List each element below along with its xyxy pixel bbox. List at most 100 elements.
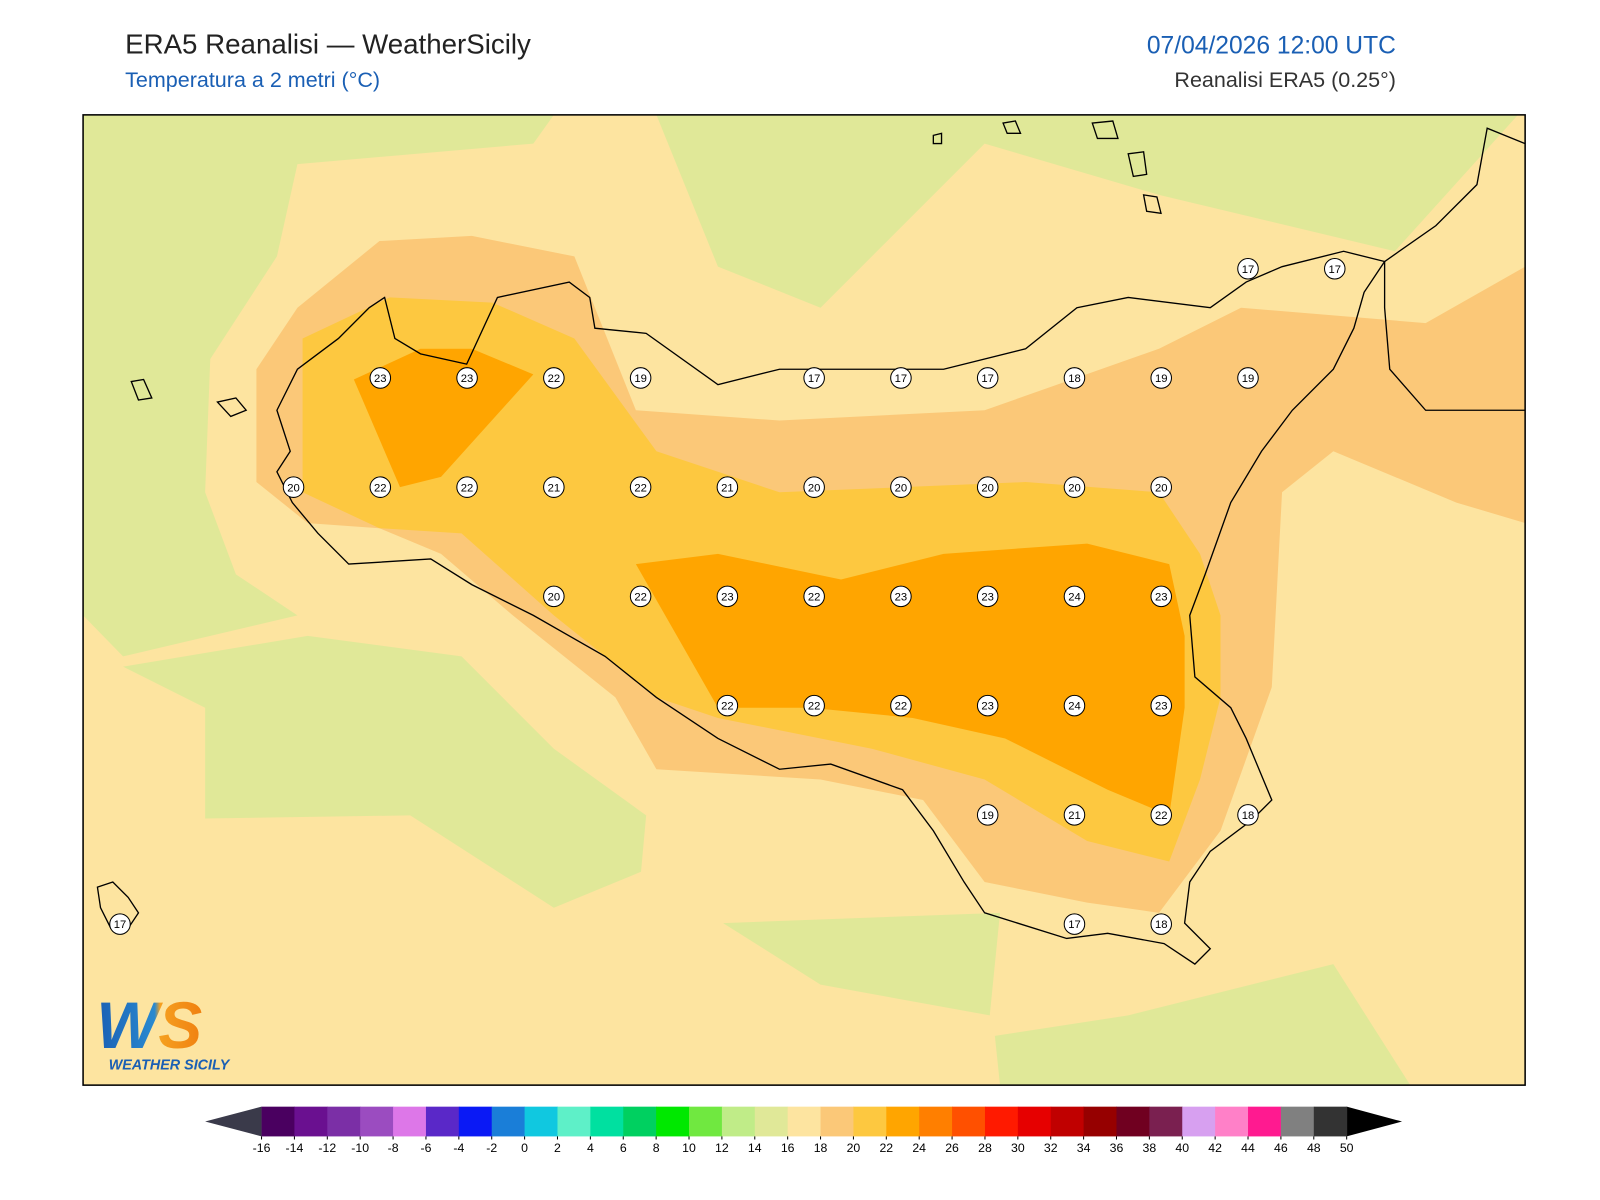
station-value: 20 xyxy=(1155,482,1168,494)
station-marker xyxy=(803,476,825,498)
colorbar-label: 10 xyxy=(682,1141,696,1155)
colorbar-cell xyxy=(1083,1106,1118,1137)
sicily-coast xyxy=(276,250,1386,965)
station-value: 17 xyxy=(895,373,908,385)
colorbar-label: 44 xyxy=(1241,1141,1255,1155)
station-value: 22 xyxy=(634,592,647,604)
station-marker xyxy=(803,694,825,717)
colorbar-cell xyxy=(1149,1106,1183,1137)
station-marker xyxy=(976,694,999,717)
colorbar-cell xyxy=(393,1106,427,1137)
station-value: 24 xyxy=(1068,592,1081,604)
colorbar-over xyxy=(1346,1106,1403,1137)
station-marker xyxy=(456,476,478,498)
station-value: 23 xyxy=(981,701,994,713)
field: 17 17 23 23 22 19 17 17 17 18 19 19 20 22 22 21 22 21 20 20… xyxy=(83,114,1526,1086)
station-marker xyxy=(1150,585,1172,608)
station-value: 17 xyxy=(1068,919,1081,931)
field-area xyxy=(723,912,1000,1016)
station-marker xyxy=(890,476,912,498)
station-value: 22 xyxy=(895,701,908,713)
colorbar-label: 26 xyxy=(945,1141,959,1155)
station-value: 21 xyxy=(548,482,561,494)
colorbar-label: -2 xyxy=(486,1141,497,1155)
colorbar-under xyxy=(205,1106,262,1137)
station-marker xyxy=(803,367,825,389)
station-value: 23 xyxy=(1155,592,1168,604)
map-frame xyxy=(82,114,1526,1086)
station-marker xyxy=(369,367,392,389)
colorbar-cell xyxy=(1017,1106,1052,1137)
station-value: 22 xyxy=(374,482,387,494)
station-marker xyxy=(1063,367,1086,389)
colorbar-label: 42 xyxy=(1208,1141,1222,1155)
station-marker xyxy=(1237,367,1259,389)
station-marker xyxy=(1150,804,1172,826)
station-marker xyxy=(282,476,305,498)
station-value: 18 xyxy=(1155,919,1168,931)
colorbar-label: 14 xyxy=(748,1141,762,1155)
colorbar-cell xyxy=(656,1106,690,1137)
station-value: 23 xyxy=(374,373,387,385)
colorbar-label: 48 xyxy=(1307,1141,1321,1155)
colorbar-cell xyxy=(360,1106,394,1137)
logo-mark: WS xyxy=(96,989,202,1062)
station-value: 22 xyxy=(548,373,561,385)
station-marker xyxy=(1237,804,1259,826)
station-marker xyxy=(1150,476,1172,498)
station-marker xyxy=(543,367,565,389)
station-marker xyxy=(1150,694,1172,717)
station-marker xyxy=(1150,367,1172,389)
field-area xyxy=(994,964,1411,1086)
station-marker xyxy=(1150,913,1172,935)
station-value: 17 xyxy=(1242,264,1255,276)
station-marker xyxy=(1063,585,1086,608)
colorbar-cell xyxy=(458,1106,493,1137)
station-value: 23 xyxy=(721,592,734,604)
colorbar-cell xyxy=(754,1106,789,1137)
colorbar-cell xyxy=(623,1106,657,1137)
colorbar-label: 40 xyxy=(1175,1141,1189,1155)
station-value: 22 xyxy=(461,482,474,494)
colorbar-cell xyxy=(557,1106,591,1137)
colorbar-cell xyxy=(952,1106,986,1137)
station-value: 20 xyxy=(895,482,908,494)
island xyxy=(1002,120,1022,134)
title: ERA5 Reanalisi — WeatherSicily xyxy=(125,28,531,59)
colorbar-cell xyxy=(689,1106,723,1137)
station-value: 17 xyxy=(1329,264,1342,276)
station-marker xyxy=(629,367,652,389)
station-value: 19 xyxy=(981,810,994,822)
station-marker xyxy=(1063,476,1086,498)
station-value: 23 xyxy=(461,373,474,385)
colorbar-cell xyxy=(425,1106,460,1137)
station-marker xyxy=(716,476,739,498)
station-marker xyxy=(890,585,912,608)
station-marker xyxy=(976,476,999,498)
station-value: 19 xyxy=(634,373,647,385)
station-value: 22 xyxy=(808,701,821,713)
station-value: 17 xyxy=(114,919,127,931)
station-value: 20 xyxy=(981,482,994,494)
island xyxy=(130,378,153,401)
colorbar-label: -16 xyxy=(253,1141,271,1155)
station-marker xyxy=(629,585,652,608)
logo: WS WEATHER SICILY xyxy=(96,989,230,1074)
station-value: 24 xyxy=(1068,701,1081,713)
station-value: 17 xyxy=(981,373,994,385)
station-value: 18 xyxy=(1068,373,1081,385)
field-area xyxy=(656,114,1518,308)
station-marker xyxy=(716,585,739,608)
colorbar-label: 38 xyxy=(1143,1141,1157,1155)
station-value: 22 xyxy=(721,701,734,713)
colorbar-label: 46 xyxy=(1274,1141,1288,1155)
island xyxy=(932,132,943,145)
colorbar-cell xyxy=(1248,1106,1282,1137)
colorbar-cell xyxy=(787,1106,822,1137)
colorbar-cell xyxy=(327,1106,361,1137)
field-area xyxy=(353,348,534,488)
colorbar-cell xyxy=(721,1106,756,1137)
colorbar-cell xyxy=(1116,1106,1150,1137)
